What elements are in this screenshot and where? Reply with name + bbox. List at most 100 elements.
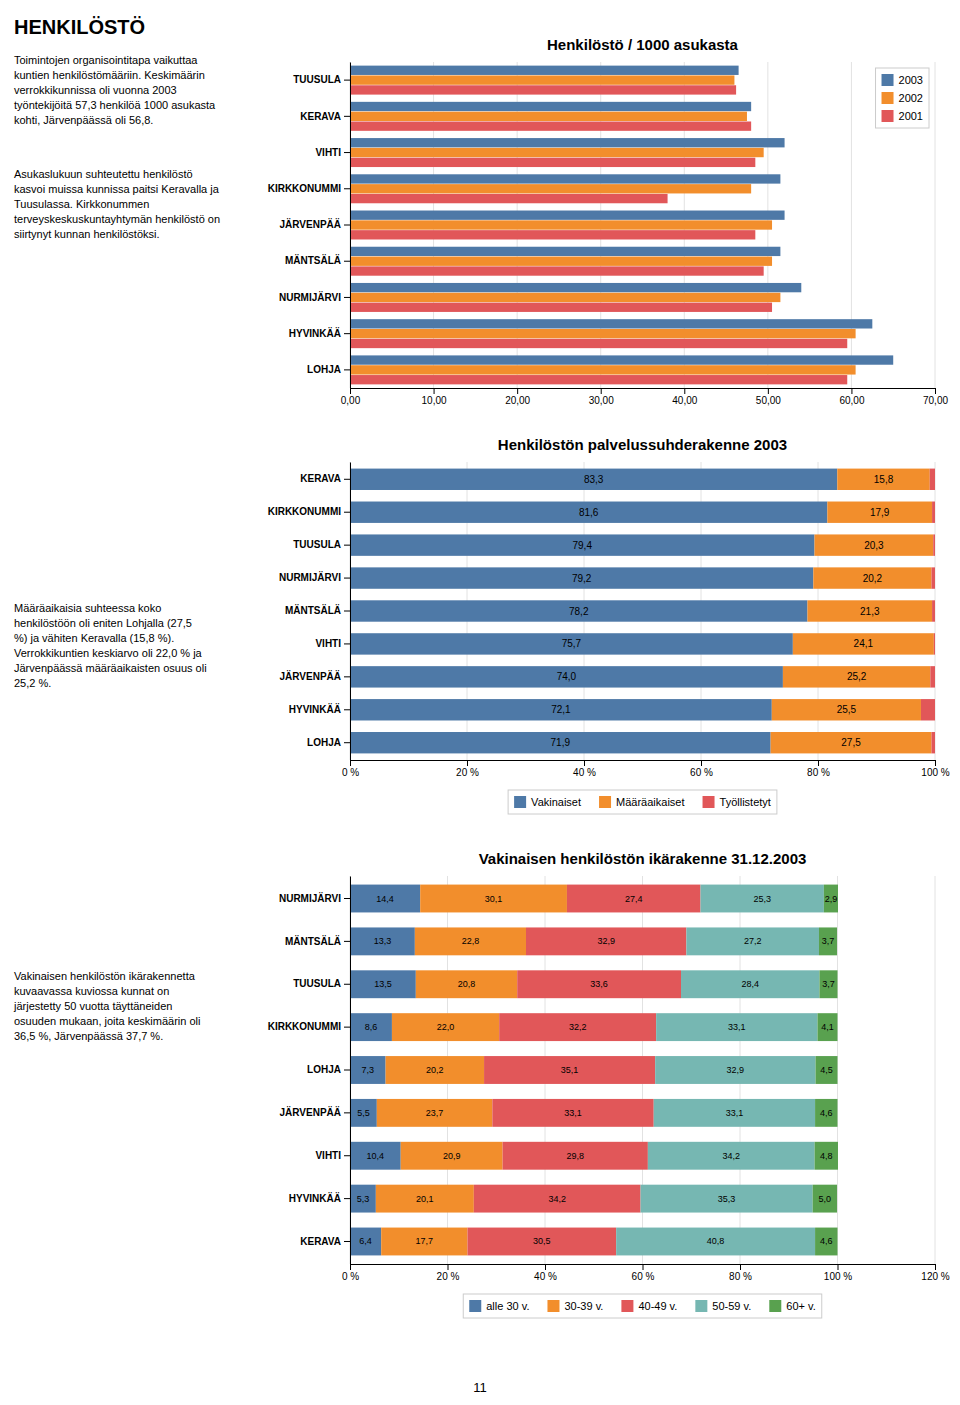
- data-label: 22,8: [462, 936, 480, 946]
- bar-series: [921, 469, 935, 754]
- bar: [350, 158, 755, 167]
- y-tick-label: JÄRVENPÄÄ: [280, 670, 342, 682]
- bar: [350, 293, 780, 302]
- bar: [350, 257, 772, 266]
- y-tick: NURMIJÄRVI: [279, 892, 350, 904]
- chart: Vakinaisen henkilöstön ikärakenne 31.12.…: [268, 850, 950, 1318]
- legend-box: [876, 68, 929, 128]
- x-tick-label: 0 %: [342, 767, 359, 778]
- bar: [350, 1185, 376, 1213]
- bar: [350, 534, 814, 555]
- x-tick-mark: [545, 1264, 546, 1270]
- y-tick: TUUSULA: [293, 539, 350, 550]
- legend-item: alle 30 v.: [469, 1300, 529, 1312]
- data-label: 4,8: [820, 1151, 833, 1161]
- x-tick-mark: [601, 388, 602, 394]
- legend: 200320022001: [876, 68, 929, 128]
- y-tick-label: KERAVA: [300, 1236, 341, 1247]
- chart: Henkilöstö / 1000 asukasta0,0010,0020,00…: [268, 36, 949, 406]
- y-tick-mark: [344, 611, 350, 612]
- bar: [654, 1099, 815, 1127]
- bar: [827, 502, 932, 523]
- bar: [807, 600, 932, 621]
- x-tick-mark: [818, 760, 819, 766]
- bar: [350, 329, 856, 338]
- x-axis-line: [351, 761, 936, 767]
- grid: [350, 62, 935, 388]
- x-tick: 0,00: [341, 388, 361, 406]
- bar: [377, 1099, 493, 1127]
- data-label: 7,3: [362, 1065, 375, 1075]
- x-tick-mark: [768, 388, 769, 394]
- legend-box: [508, 790, 777, 814]
- x-tick-mark: [643, 1264, 644, 1270]
- y-tick-label: HYVINKÄÄ: [289, 703, 341, 715]
- bar: [484, 1056, 655, 1084]
- y-tick-mark: [344, 512, 350, 513]
- legend-swatch: [882, 92, 894, 104]
- data-label: 14,4: [376, 894, 394, 904]
- legend-swatch: [547, 1300, 559, 1312]
- bar: [350, 247, 780, 256]
- legend-label: Työllistetyt: [720, 796, 771, 808]
- data-labels: 71,972,174,075,778,279,279,481,683,327,5…: [551, 474, 894, 748]
- y-tick-label: JÄRVENPÄÄ: [280, 218, 342, 230]
- x-tick-label: 80 %: [729, 1271, 752, 1282]
- paragraph-line: kuntien henkilöstömääriin. Keskimäärin: [14, 69, 205, 81]
- data-label: 20,2: [426, 1065, 444, 1075]
- x-tick-label: 20 %: [456, 767, 479, 778]
- x-tick: 80 %: [807, 760, 830, 778]
- data-label: 75,7: [562, 638, 582, 649]
- x-axis: 0,0010,0020,0030,0040,0050,0060,0070,00: [341, 388, 949, 406]
- y-tick: LOHJA: [307, 364, 350, 375]
- bar: [815, 1099, 837, 1127]
- bar-series: [771, 469, 934, 754]
- y-tick-mark: [344, 369, 350, 370]
- y-tick: MÄNTSÄLÄ: [285, 254, 350, 266]
- data-label: 33,1: [564, 1108, 582, 1118]
- y-tick-label: LOHJA: [307, 364, 341, 375]
- data-label: 5,5: [357, 1108, 370, 1118]
- x-tick: 70,00: [923, 388, 948, 406]
- legend-label: 40-49 v.: [638, 1300, 677, 1312]
- legend-item: 60+ v.: [769, 1300, 815, 1312]
- x-tick-mark: [584, 760, 585, 766]
- data-label: 3,7: [822, 936, 835, 946]
- data-label: 74,0: [557, 671, 577, 682]
- legend-swatch: [469, 1300, 481, 1312]
- bar: [350, 66, 739, 75]
- bar: [350, 230, 755, 239]
- bar-series: [616, 885, 824, 1256]
- bar: [350, 365, 856, 374]
- x-tick: 60,00: [839, 388, 864, 406]
- paragraph-line: osuuden mukaan, joita keskimäärin oli: [14, 1015, 201, 1027]
- bar: [350, 211, 785, 220]
- data-label: 72,1: [551, 704, 571, 715]
- bar: [818, 1013, 838, 1041]
- paragraph-line: kohti, Järvenpäässä oli 56,8.: [14, 114, 153, 126]
- data-label: 32,9: [727, 1065, 745, 1075]
- data-label: 71,9: [551, 737, 571, 748]
- page: HENKILÖSTÖToimintojen organisointitapa v…: [0, 0, 960, 1405]
- x-tick: 20 %: [437, 1264, 460, 1282]
- data-label: 27,4: [625, 894, 643, 904]
- y-tick-label: VIHTI: [315, 638, 341, 649]
- paragraph-line: 36,5 %, Järvenpäässä 37,7 %.: [14, 1030, 163, 1042]
- y-tick: LOHJA: [307, 1064, 350, 1075]
- bar: [686, 927, 819, 955]
- legend: alle 30 v.30-39 v.40-49 v.50-59 v.60+ v.: [463, 1294, 822, 1318]
- data-label: 40,8: [707, 1236, 725, 1246]
- bar: [813, 1185, 837, 1213]
- data-label: 17,9: [870, 507, 890, 518]
- x-tick-label: 40 %: [573, 767, 596, 778]
- bar: [350, 138, 785, 147]
- bar: [350, 1056, 386, 1084]
- data-label: 4,6: [820, 1108, 833, 1118]
- paragraph-line: verrokkikunnissa oli vuonna 2003: [14, 84, 177, 96]
- bar: [350, 148, 764, 157]
- bar: [350, 75, 734, 84]
- bar: [350, 319, 872, 328]
- legend-label: 50-59 v.: [712, 1300, 751, 1312]
- y-tick-label: VIHTI: [315, 147, 341, 158]
- bar: [392, 1013, 499, 1041]
